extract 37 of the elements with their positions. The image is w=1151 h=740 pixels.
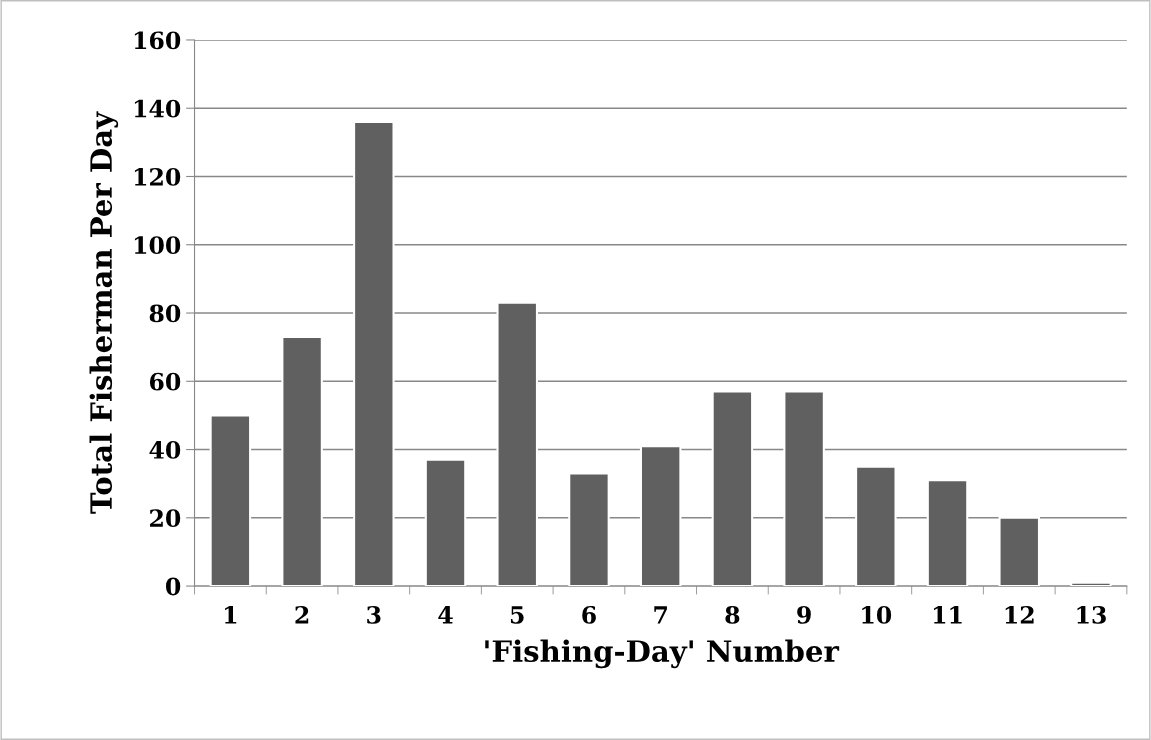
x-tick-label: 12 (1005, 605, 1034, 624)
y-tick-label: 160 (134, 31, 181, 50)
x-tick-label: 8 (725, 605, 740, 624)
y-tick-label: 80 (149, 304, 181, 323)
bar (711, 390, 754, 587)
bar (783, 390, 825, 587)
x-tick-label: 3 (367, 605, 381, 624)
bar (281, 335, 323, 587)
x-tick-label: 1 (225, 605, 237, 624)
bar (855, 465, 897, 587)
y-tick-label: 100 (134, 236, 181, 255)
bar (1070, 581, 1112, 587)
x-tick-label: 6 (582, 605, 596, 624)
bar (568, 472, 610, 587)
bar (496, 301, 538, 587)
x-tick-label: 2 (295, 605, 309, 624)
x-tick-label: 13 (1077, 605, 1106, 624)
y-tick-label: 20 (150, 509, 181, 528)
bar (639, 445, 682, 587)
bar (209, 414, 252, 587)
x-tick-label: 7 (654, 606, 667, 624)
bar (424, 458, 467, 587)
bar (998, 516, 1041, 587)
y-axis-title: Total Fisherman Per Day (89, 111, 119, 514)
y-tick-label: 40 (149, 441, 181, 459)
y-tick-label: 60 (149, 372, 181, 391)
y-tick-label: 0 (166, 577, 181, 596)
x-axis-title: 'Fishing-Day' Number (485, 639, 840, 669)
bar (926, 479, 969, 587)
y-tick-label: 140 (134, 99, 181, 118)
x-tick-label: 11 (933, 605, 962, 624)
x-tick-label: 10 (862, 605, 892, 624)
x-tick-label: 5 (510, 606, 524, 624)
x-tick-label: 4 (438, 605, 453, 624)
y-tick-label: 120 (134, 167, 181, 186)
x-tick-label: 9 (797, 605, 811, 624)
bar (353, 120, 395, 587)
